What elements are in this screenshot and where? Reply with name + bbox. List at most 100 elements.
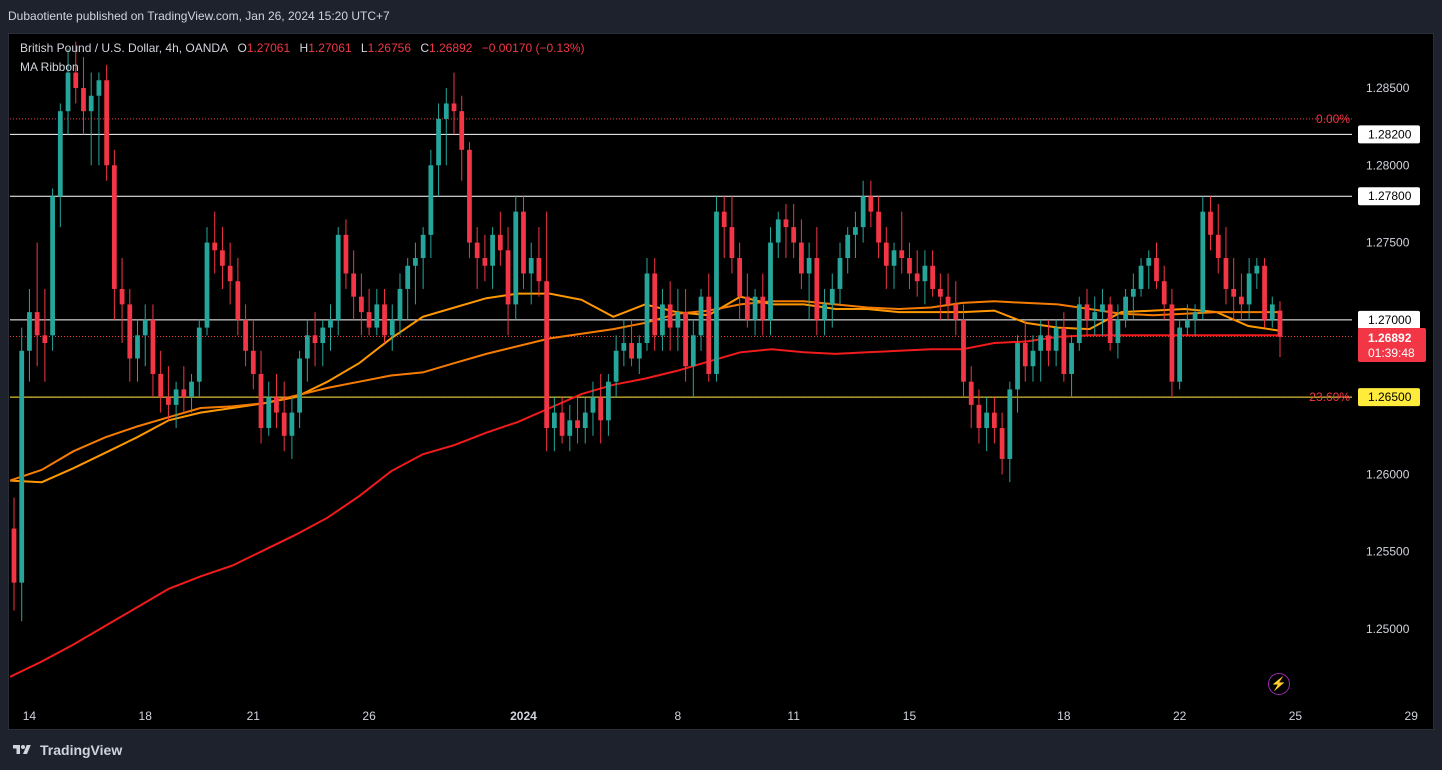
candle	[1277, 301, 1283, 357]
candle	[312, 312, 318, 367]
candle-body	[706, 296, 712, 374]
candle	[698, 288, 704, 351]
candle	[1161, 265, 1167, 320]
legend-symbol[interactable]: British Pound / U.S. Dollar, 4h, OANDA	[20, 41, 229, 55]
candlestick-chart[interactable]: 0.00% 23.60% 1.28500 1.28000 1.27500 1.27000 1…	[0, 0, 1442, 730]
candle-body	[250, 350, 256, 374]
candle	[443, 88, 449, 166]
candle-body	[752, 296, 758, 320]
x-tick-label: 14	[23, 709, 37, 723]
candle	[528, 242, 534, 305]
chart-legend: British Pound / U.S. Dollar, 4h, OANDA O…	[20, 39, 585, 77]
candle-body	[142, 319, 148, 336]
candle-body	[621, 343, 627, 351]
candle	[922, 250, 928, 305]
tradingview-brand[interactable]: TradingView	[40, 742, 123, 758]
candle	[737, 242, 743, 320]
candle-body	[536, 258, 542, 282]
candle-body	[436, 118, 441, 166]
candle	[582, 397, 588, 444]
chart-area[interactable]	[8, 33, 1434, 730]
candle-body	[961, 319, 966, 382]
candle	[968, 366, 974, 429]
candle-body	[343, 234, 349, 274]
candle-body	[443, 103, 449, 119]
candle	[81, 57, 86, 135]
x-tick-label: 21	[247, 709, 261, 723]
legend-indicator[interactable]: MA Ribbon	[20, 60, 79, 74]
candle-body	[266, 397, 272, 429]
candle-body	[806, 258, 812, 274]
candle-body	[243, 319, 248, 351]
candle	[467, 142, 472, 259]
candle-body	[644, 273, 650, 344]
candle	[328, 304, 333, 351]
candle	[459, 95, 465, 181]
candle	[721, 196, 727, 259]
candle-body	[690, 335, 696, 367]
x-tick-label: 2024	[510, 709, 537, 723]
candle-body	[320, 327, 326, 344]
candle	[111, 149, 117, 320]
candle-body	[204, 242, 210, 328]
candle	[96, 72, 102, 166]
candle-body	[482, 258, 488, 266]
candle	[690, 319, 696, 398]
lightning-icon[interactable]: ⚡	[1268, 673, 1290, 695]
candle	[760, 273, 766, 336]
candle	[860, 180, 866, 243]
candle	[775, 211, 781, 259]
candle-body	[551, 412, 557, 429]
candle-body	[258, 373, 264, 429]
candle-body	[328, 319, 333, 328]
candle	[181, 366, 187, 413]
candle	[1053, 319, 1059, 367]
candle-body	[1100, 304, 1105, 313]
level-price-label: 1.28200	[1368, 127, 1412, 141]
candle-body	[930, 265, 936, 289]
legend-low-value: 1.26756	[367, 41, 411, 55]
legend-indicator-row: MA Ribbon	[20, 58, 585, 77]
candle	[868, 180, 874, 228]
candle	[1084, 288, 1090, 336]
candle-body	[289, 412, 295, 436]
candle-body	[883, 242, 889, 266]
candle	[212, 211, 218, 274]
x-tick-label: 11	[787, 709, 800, 723]
candle-body	[868, 196, 874, 212]
candle-body	[474, 242, 480, 259]
candle	[1269, 296, 1275, 328]
legend-open-label: O	[237, 41, 247, 55]
candle-body	[19, 350, 25, 583]
candle-body	[196, 327, 202, 382]
candle	[243, 304, 248, 367]
candle	[914, 250, 920, 297]
legend-close-value: 1.26892	[429, 41, 473, 55]
candle-body	[606, 381, 611, 421]
candle	[142, 304, 148, 367]
candle	[752, 288, 758, 336]
candle-body	[744, 296, 750, 320]
candle-body	[235, 281, 241, 320]
candle-body	[428, 165, 434, 235]
candle	[1192, 304, 1198, 336]
candle	[621, 319, 627, 367]
candle	[837, 242, 843, 305]
candle	[19, 327, 25, 622]
candle	[714, 196, 719, 382]
candle-body	[1038, 335, 1044, 351]
candle-body	[1061, 327, 1067, 374]
candle	[660, 288, 665, 351]
candle	[11, 497, 17, 611]
candle	[320, 319, 326, 367]
candle	[1061, 312, 1067, 382]
candle	[150, 304, 156, 398]
candle	[1069, 335, 1074, 398]
candle	[204, 227, 210, 336]
candle	[544, 211, 550, 452]
candle	[166, 366, 171, 421]
candle-body	[420, 234, 426, 259]
x-tick-label: 26	[362, 709, 376, 723]
candle-body	[953, 304, 959, 320]
candle	[343, 219, 349, 289]
